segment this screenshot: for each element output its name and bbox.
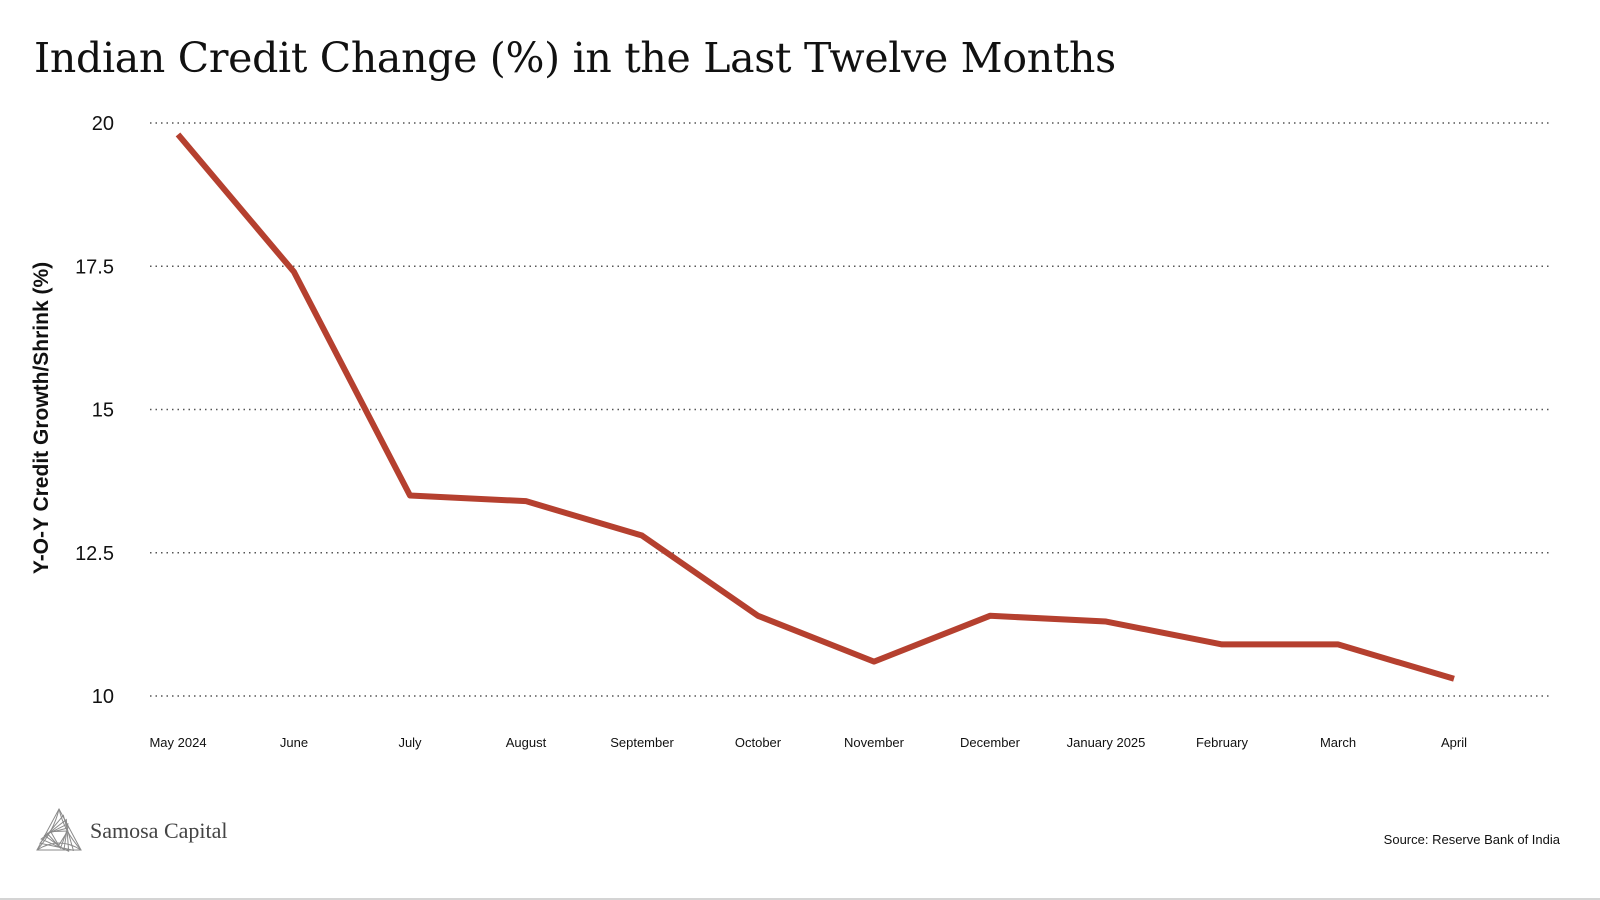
source-note: Source: Reserve Bank of India [1383, 832, 1560, 847]
x-tick-label: August [506, 735, 547, 750]
chart-title: Indian Credit Change (%) in the Last Twe… [34, 34, 1116, 82]
x-tick-label: March [1320, 735, 1356, 750]
x-tick-labels: May 2024 June July August September October No… [149, 735, 1467, 750]
x-tick-label: November [844, 735, 905, 750]
bottom-divider [0, 898, 1600, 900]
brand: Samosa Capital [34, 806, 227, 856]
series-line [175, 132, 1455, 682]
x-tick-label: October [735, 735, 782, 750]
y-tick-label: 20 [92, 113, 114, 135]
x-tick-label: April [1441, 735, 1467, 750]
x-tick-label: January 2025 [1067, 735, 1146, 750]
x-tick-label: September [610, 735, 674, 750]
x-tick-label: May 2024 [149, 735, 206, 750]
gridlines [150, 122, 1552, 697]
series-lines [175, 132, 1455, 682]
y-tick-label: 17.5 [75, 256, 114, 278]
y-tick-label: 12.5 [75, 543, 114, 565]
y-tick-label: 10 [92, 686, 114, 708]
y-axis-label: Y-O-Y Credit Growth/Shrink (%) [30, 262, 53, 574]
y-tick-labels: 20 17.5 15 12.5 10 [75, 113, 114, 708]
triangle-swirl-logo-icon [36, 807, 82, 853]
brand-name: Samosa Capital [90, 818, 228, 843]
x-tick-label: February [1196, 735, 1249, 750]
x-tick-label: June [280, 735, 308, 750]
x-tick-label: December [960, 735, 1021, 750]
x-tick-label: July [398, 735, 422, 750]
y-tick-label: 15 [92, 400, 114, 422]
